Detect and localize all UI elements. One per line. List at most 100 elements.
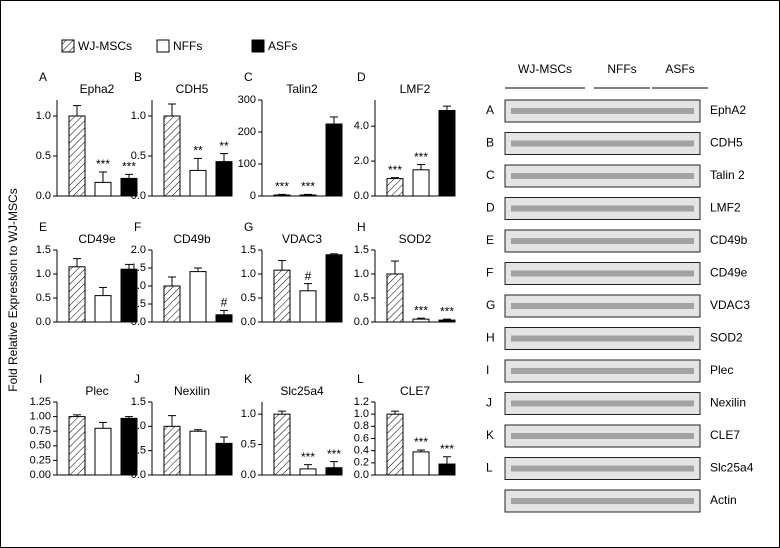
bar [68,115,86,197]
y-tick-label: 0.5 [241,438,256,450]
bar [68,266,86,323]
y-tick-label: 0.0 [36,190,51,202]
blot-letter: F [486,266,493,280]
bar [386,413,404,476]
panel-letter: E [39,220,47,234]
blot-letter: E [486,233,494,247]
bar [94,427,112,476]
blot-letter: I [486,363,489,377]
bar [189,430,207,476]
legend-swatch [61,39,75,53]
bar [386,273,404,323]
blot-letter: J [486,396,492,410]
blot-band [511,465,694,472]
blot-label: Nexilin [710,396,746,410]
chart-title: LMF2 [400,82,431,96]
significance: *** [388,163,402,177]
significance: *** [275,180,289,194]
y-tick-label: 0.5 [36,150,51,162]
bar [215,442,233,476]
bar [438,109,456,197]
blot-letter: C [486,168,495,182]
y-tick-label: 1.0 [131,110,146,122]
y-tick-label: 1.25 [30,396,51,408]
blot-label: Slc25a4 [710,461,754,475]
y-tick-label: 0.5 [131,150,146,162]
y-tick-label: 0.8 [354,420,369,432]
y-tick-label: 0.4 [354,445,369,457]
y-tick-label: 4.0 [354,120,369,132]
blot-band [511,238,694,244]
chart-title: Slc25a4 [280,384,324,398]
blot-label: EphA2 [710,103,746,117]
y-tick-label: 200 [238,126,256,138]
bar [120,268,138,323]
bar [163,425,181,476]
y-tick-label: 0.50 [30,440,51,452]
y-tick-label: 1.5 [354,244,369,256]
bar [412,451,430,476]
y-tick-label: 0 [250,190,256,202]
legend-label: NFFs [173,39,202,53]
bar [299,468,317,476]
blot-band [511,498,694,504]
y-tick-label: 0.5 [131,445,146,457]
bar [325,254,343,323]
chart-title: CLE7 [400,384,430,398]
panel-letter: F [134,220,141,234]
panel-letter: B [134,70,142,84]
significance: *** [414,150,428,164]
y-tick-label: 1.5 [241,244,256,256]
panel-letter: K [244,372,252,386]
chart-title: Plec [85,384,108,398]
bar [94,181,112,197]
legend-label: WJ-MSCs [78,39,132,53]
y-tick-label: 0.0 [131,190,146,202]
panel-letter: C [244,70,253,84]
blot-letter: L [486,461,493,475]
bar [273,413,291,476]
bar [386,178,404,197]
y-tick-label: 0.5 [241,292,256,304]
y-tick-label: 0.5 [36,292,51,304]
bar [325,467,343,476]
significance: *** [414,303,428,317]
significance: *** [122,160,136,174]
y-tick-label: 1.5 [131,262,146,274]
chart-title: CD49b [173,232,211,246]
bar [189,271,207,323]
chart-title: Epha2 [80,82,115,96]
panel-letter: G [244,220,253,234]
y-tick-label: 0.0 [241,469,256,481]
bar [215,314,233,323]
bar [215,161,233,197]
bar [163,115,181,197]
y-tick-label: 0.25 [30,454,51,466]
chart-title: Talin2 [286,82,318,96]
blot-label: SOD2 [710,331,743,345]
y-tick-label: 100 [238,158,256,170]
y-tick-label: 1.5 [131,396,146,408]
y-tick-label: 300 [238,94,256,106]
bar [68,416,86,476]
bar [438,463,456,476]
blot-band [511,108,694,114]
y-tick-label: 0.0 [131,316,146,328]
blot-band [511,173,694,179]
chart-title: CDH5 [176,82,209,96]
significance: *** [301,180,315,194]
blot-label: CD49e [710,266,748,280]
y-tick-label: 1.0 [36,268,51,280]
y-tick-label: 0.5 [131,298,146,310]
chart-title: VDAC3 [282,232,322,246]
legend-label: ASFs [268,39,297,53]
bar [299,290,317,323]
blot-letter: G [486,298,495,312]
panel-letter: D [357,70,366,84]
bar [273,194,291,197]
blot-label: Talin 2 [710,168,745,182]
significance: *** [301,450,315,464]
blot-letter: A [486,103,494,117]
blot-band [511,205,694,212]
